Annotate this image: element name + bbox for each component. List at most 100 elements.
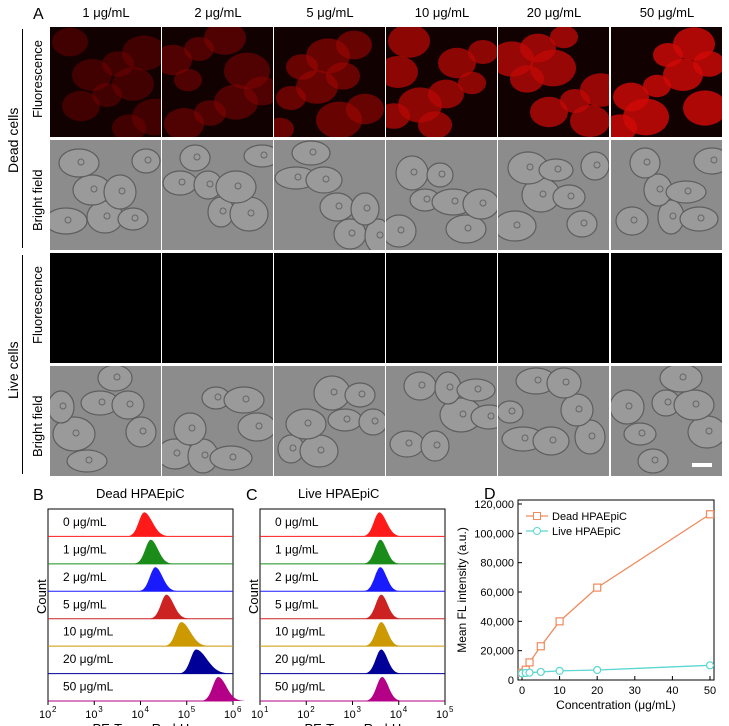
- row-label: Fluorescence: [30, 265, 45, 344]
- microscopy-cell: [274, 366, 388, 476]
- x-tick-label: 20: [591, 685, 603, 697]
- microscopy-cell: [156, 366, 277, 476]
- sample-label: 2 μg/mL: [275, 570, 319, 584]
- x-tick-label: 0: [519, 685, 525, 697]
- x-tick-exponent: 4: [403, 705, 408, 714]
- microscopy-cell: [490, 25, 622, 137]
- microscopy-cell: [386, 253, 497, 363]
- microscopy-cell: [603, 27, 727, 142]
- x-tick-label: 10: [224, 709, 236, 721]
- histogram-peak: [363, 512, 404, 537]
- legend-label: Live HPAEpiC: [552, 526, 621, 538]
- panel-b-letter: B: [33, 487, 44, 504]
- x-axis-label: PE-Texas Red-H: [305, 721, 402, 726]
- microscopy-cell: [266, 27, 385, 141]
- x-tick-exponent: 3: [357, 705, 362, 714]
- histogram-peak: [366, 676, 404, 701]
- concentration-label: 1 μg/mL: [82, 5, 130, 20]
- concentration-label: 20 μg/mL: [526, 5, 582, 20]
- x-tick-exponent: 4: [145, 705, 150, 714]
- histogram-peak: [151, 594, 191, 619]
- panel-d-letter: D: [484, 486, 496, 503]
- x-axis-label: PE-Texas Red-H: [93, 721, 190, 726]
- histogram-peak: [139, 567, 180, 592]
- sample-label: 5 μg/mL: [275, 597, 319, 611]
- data-point: [705, 510, 715, 519]
- histogram-peak: [135, 539, 175, 564]
- sample-label: 0 μg/mL: [275, 515, 319, 529]
- x-tick-exponent: 3: [98, 705, 103, 714]
- sample-label: 50 μg/mL: [63, 680, 114, 694]
- microscopy-cell: [378, 24, 498, 139]
- x-tick-exponent: 5: [449, 705, 454, 714]
- sample-label: 1 μg/mL: [275, 542, 319, 556]
- sample-label: 10 μg/mL: [63, 625, 114, 639]
- sample-label: 5 μg/mL: [63, 597, 107, 611]
- histogram-peak: [364, 567, 402, 592]
- y-tick-label: 60,000: [480, 587, 514, 599]
- y-tick-label: 0: [508, 675, 514, 687]
- concentration-label: 50 μg/mL: [639, 5, 695, 20]
- x-tick-label: 10: [553, 685, 565, 697]
- histogram-peak: [202, 676, 246, 701]
- data-point: [555, 617, 564, 626]
- histogram-peak: [128, 512, 172, 537]
- x-tick-label: 40: [666, 685, 678, 697]
- x-tick-label: 10: [40, 709, 51, 721]
- microscopy-cell: [611, 253, 722, 363]
- panel-a-letter: A: [33, 6, 44, 23]
- x-tick-exponent: 6: [237, 705, 242, 714]
- microscopy-cell: [47, 364, 161, 476]
- data-point: [593, 583, 602, 592]
- x-tick-label: 10: [344, 709, 356, 721]
- group-bracket: [22, 255, 23, 474]
- data-point: [593, 665, 602, 675]
- microscopy-cell: [154, 21, 280, 140]
- data-point: [536, 642, 545, 651]
- sample-label: 2 μg/mL: [63, 570, 107, 584]
- histogram-peak: [364, 539, 402, 564]
- x-tick-label: 10: [178, 709, 190, 721]
- panel-c-letter: C: [246, 487, 258, 504]
- histogram-peak: [365, 649, 403, 674]
- histogram-peak: [180, 649, 232, 674]
- group-label: Dead cells: [5, 107, 21, 173]
- x-tick-exponent: 1: [264, 705, 269, 714]
- x-tick-label: 10: [297, 709, 309, 721]
- x-tick-label: 10: [252, 709, 263, 721]
- panel-b-title: Dead HPAEpiC: [96, 486, 185, 501]
- microscopy-cell: [274, 140, 392, 254]
- sample-label: 20 μg/mL: [63, 652, 114, 666]
- x-tick-exponent: 5: [191, 705, 196, 714]
- concentration-label: 10 μg/mL: [414, 5, 470, 20]
- microscopy-cell: [609, 363, 727, 476]
- microscopy-cell: [498, 253, 609, 363]
- sample-label: 1 μg/mL: [63, 542, 107, 556]
- plot-frame: [517, 499, 715, 681]
- plot-frame: [259, 508, 446, 702]
- microscopy-cell: [50, 27, 178, 142]
- y-axis-label: Mean FL intensity (a.u.): [455, 527, 469, 653]
- row-label: Bright field: [30, 169, 45, 231]
- histogram-peak: [365, 594, 403, 619]
- microscopy-cell: [611, 140, 729, 250]
- concentration-label: 5 μg/mL: [306, 5, 354, 20]
- panel-b-histograms: 0 μg/mL 1 μg/mL 2 μg/mL 5 μg/mL 10 μg/mL 20 μ…: [40, 508, 246, 726]
- data-point: [705, 661, 715, 670]
- histogram-peak: [165, 622, 212, 647]
- x-axis-label: Concentration (μg/mL): [556, 698, 676, 712]
- row-label: Bright field: [30, 395, 45, 457]
- y-tick-label: 100,000: [474, 528, 514, 540]
- data-point: [525, 668, 534, 677]
- x-tick-label: 10: [436, 709, 448, 721]
- scale-bar: [692, 463, 712, 467]
- legend-label: Dead HPAEpiC: [552, 511, 627, 523]
- histogram-peak: [365, 622, 403, 647]
- x-tick-exponent: 2: [52, 705, 57, 714]
- microscopy-cell: [386, 366, 508, 476]
- x-tick-label: 10: [132, 709, 144, 721]
- x-tick-label: 10: [390, 709, 402, 721]
- data-point: [525, 658, 534, 667]
- y-tick-label: 40,000: [480, 616, 514, 628]
- microscopy-cell: [496, 366, 609, 476]
